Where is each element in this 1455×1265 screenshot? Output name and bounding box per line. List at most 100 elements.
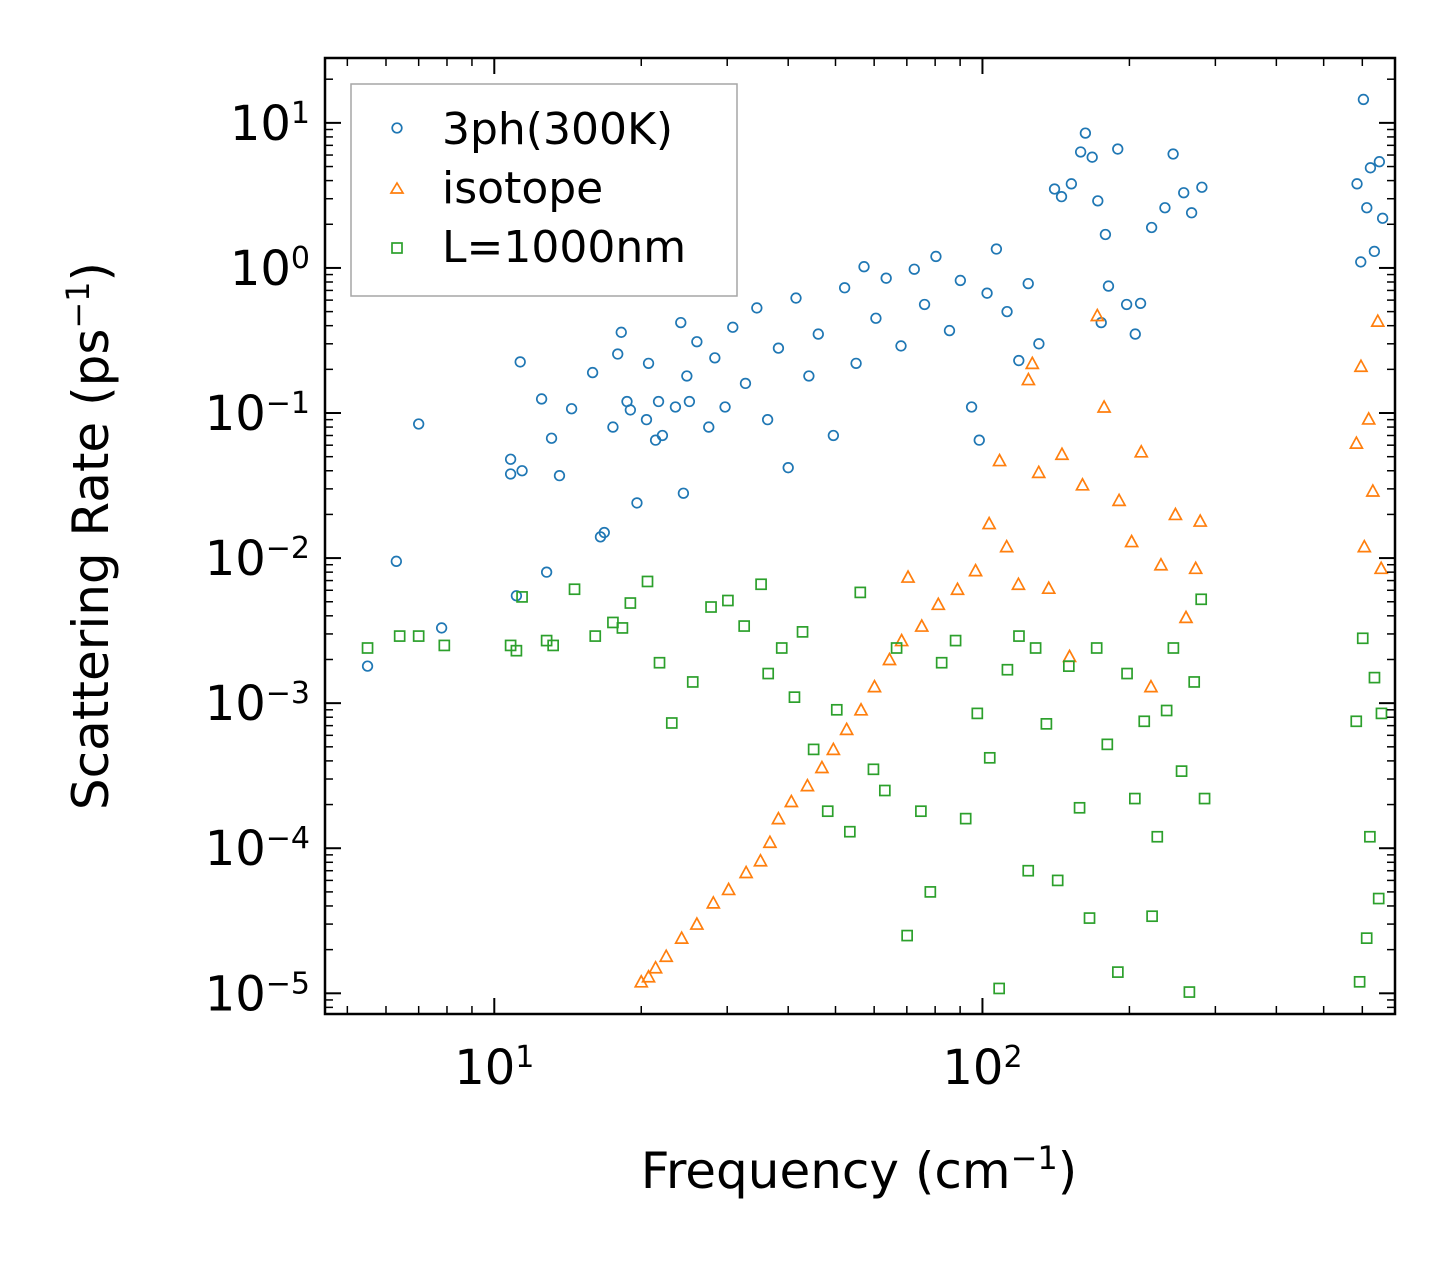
data-point-isotope-36 [1075,477,1090,491]
data-point-3ph-33 [691,336,703,348]
data-point-3ph-43 [790,292,802,304]
data-point-l1000nm-24 [788,691,801,704]
data-point-isotope-33 [1041,580,1057,595]
data-point-3ph-77 [1120,298,1133,311]
data-point-isotope-17 [853,702,869,716]
x-axis-label-suffix: ) [1058,1142,1078,1200]
data-point-isotope-54 [1373,560,1389,575]
data-point-3ph-80 [1145,221,1158,234]
data-point-l1000nm-1 [393,630,406,642]
data-point-l1000nm-59 [1151,830,1164,843]
data-point-l1000nm-43 [1001,663,1014,676]
data-point-l1000nm-68 [1353,975,1366,988]
y-tick-label-0-exp: −5 [266,966,310,1001]
data-point-l1000nm-0 [361,642,374,654]
y-axis-label-suffix: ) [62,262,120,282]
data-point-isotope-13 [800,777,815,792]
legend-marker-triangle [389,181,405,194]
data-point-3ph-11 [545,432,558,444]
data-point-l1000nm-35 [915,805,927,818]
data-point-l1000nm-13 [624,597,637,609]
data-point-l1000nm-62 [1175,765,1188,777]
plot-layer [361,93,1389,998]
data-point-l1000nm-71 [1364,830,1376,843]
legend-entry-l1000nm: L=1000nm [391,222,686,273]
data-point-l1000nm-47 [1040,718,1053,730]
data-point-3ph-46 [827,429,840,442]
y-tick-label-2: 10−3 [205,676,310,733]
y-tick-label-2-base: 10 [205,676,266,732]
data-point-3ph-52 [895,340,907,352]
data-point-3ph-27 [656,429,669,442]
data-point-l1000nm-48 [1051,874,1064,887]
data-point-l1000nm-64 [1188,676,1201,688]
data-point-3ph-64 [1022,277,1034,290]
data-point-isotope-19 [882,651,897,666]
data-point-isotope-32 [1031,464,1047,479]
data-point-3ph-26 [652,395,665,408]
data-point-3ph-54 [918,298,931,311]
data-point-3ph-5 [504,468,517,480]
data-point-3ph-32 [683,395,696,408]
data-point-3ph-85 [1196,181,1208,193]
data-point-l1000nm-27 [821,805,834,818]
y-tick-label-1: 10−4 [205,821,310,878]
data-point-l1000nm-72 [1368,671,1381,684]
y-tick-label-6-exp: 1 [291,95,310,130]
data-point-isotope-34 [1054,446,1070,461]
data-point-l1000nm-30 [854,586,867,599]
x-tick-label-1: 102 [942,1040,1022,1097]
data-point-3ph-84 [1185,207,1198,219]
data-point-l1000nm-56 [1128,792,1141,805]
data-point-isotope-11 [770,810,786,825]
data-point-3ph-59 [973,434,985,446]
x-tick-label-0-base: 10 [454,1040,515,1096]
data-point-3ph-91 [1368,245,1381,258]
data-point-3ph-37 [727,321,739,333]
data-point-isotope-53 [1370,313,1386,327]
data-point-isotope-31 [1024,355,1040,370]
legend-label-isotope: isotope [442,163,603,214]
y-tick-label-3-exp: −2 [266,531,310,566]
y-tick-label-1-exp: −4 [266,821,310,856]
data-point-isotope-26 [981,515,997,530]
data-point-3ph-68 [1065,178,1078,190]
data-point-3ph-16 [598,526,610,539]
data-point-l1000nm-50 [1073,801,1086,814]
data-point-3ph-60 [981,287,993,299]
data-point-l1000nm-67 [1350,715,1363,728]
data-point-3ph-7 [514,356,526,368]
data-point-l1000nm-29 [843,825,856,838]
data-point-3ph-76 [1112,143,1124,155]
x-axis-label-text: Frequency (cm [641,1142,1011,1200]
data-point-l1000nm-5 [510,644,523,657]
y-tick-label-5: 100 [230,240,310,297]
data-point-l1000nm-31 [867,763,880,776]
data-point-3ph-66 [1048,183,1061,195]
data-point-l1000nm-34 [901,929,913,942]
data-point-isotope-37 [1089,307,1105,322]
data-point-l1000nm-26 [807,743,820,756]
data-point-3ph-79 [1134,297,1147,310]
data-point-3ph-39 [751,302,763,314]
data-point-3ph-8 [516,465,528,477]
data-point-3ph-24 [642,357,655,369]
x-tick-label-1-base: 10 [942,1040,1003,1096]
data-point-l1000nm-36 [924,886,937,898]
data-point-3ph-47 [838,282,851,294]
data-point-3ph-88 [1357,93,1370,106]
data-point-isotope-39 [1111,492,1127,507]
data-point-isotope-10 [762,834,778,849]
data-point-3ph-62 [1001,305,1013,318]
data-point-3ph-93 [1376,212,1389,224]
y-tick-label-4-base: 10 [205,386,266,442]
data-point-3ph-63 [1013,354,1025,367]
data-point-3ph-30 [677,487,690,499]
data-point-l1000nm-44 [1013,630,1025,642]
data-point-3ph-61 [990,243,1003,255]
data-point-isotope-48 [1348,435,1364,449]
data-point-3ph-23 [640,414,653,426]
data-point-l1000nm-53 [1101,738,1114,751]
data-point-3ph-4 [504,453,517,465]
data-point-l1000nm-42 [993,982,1006,995]
